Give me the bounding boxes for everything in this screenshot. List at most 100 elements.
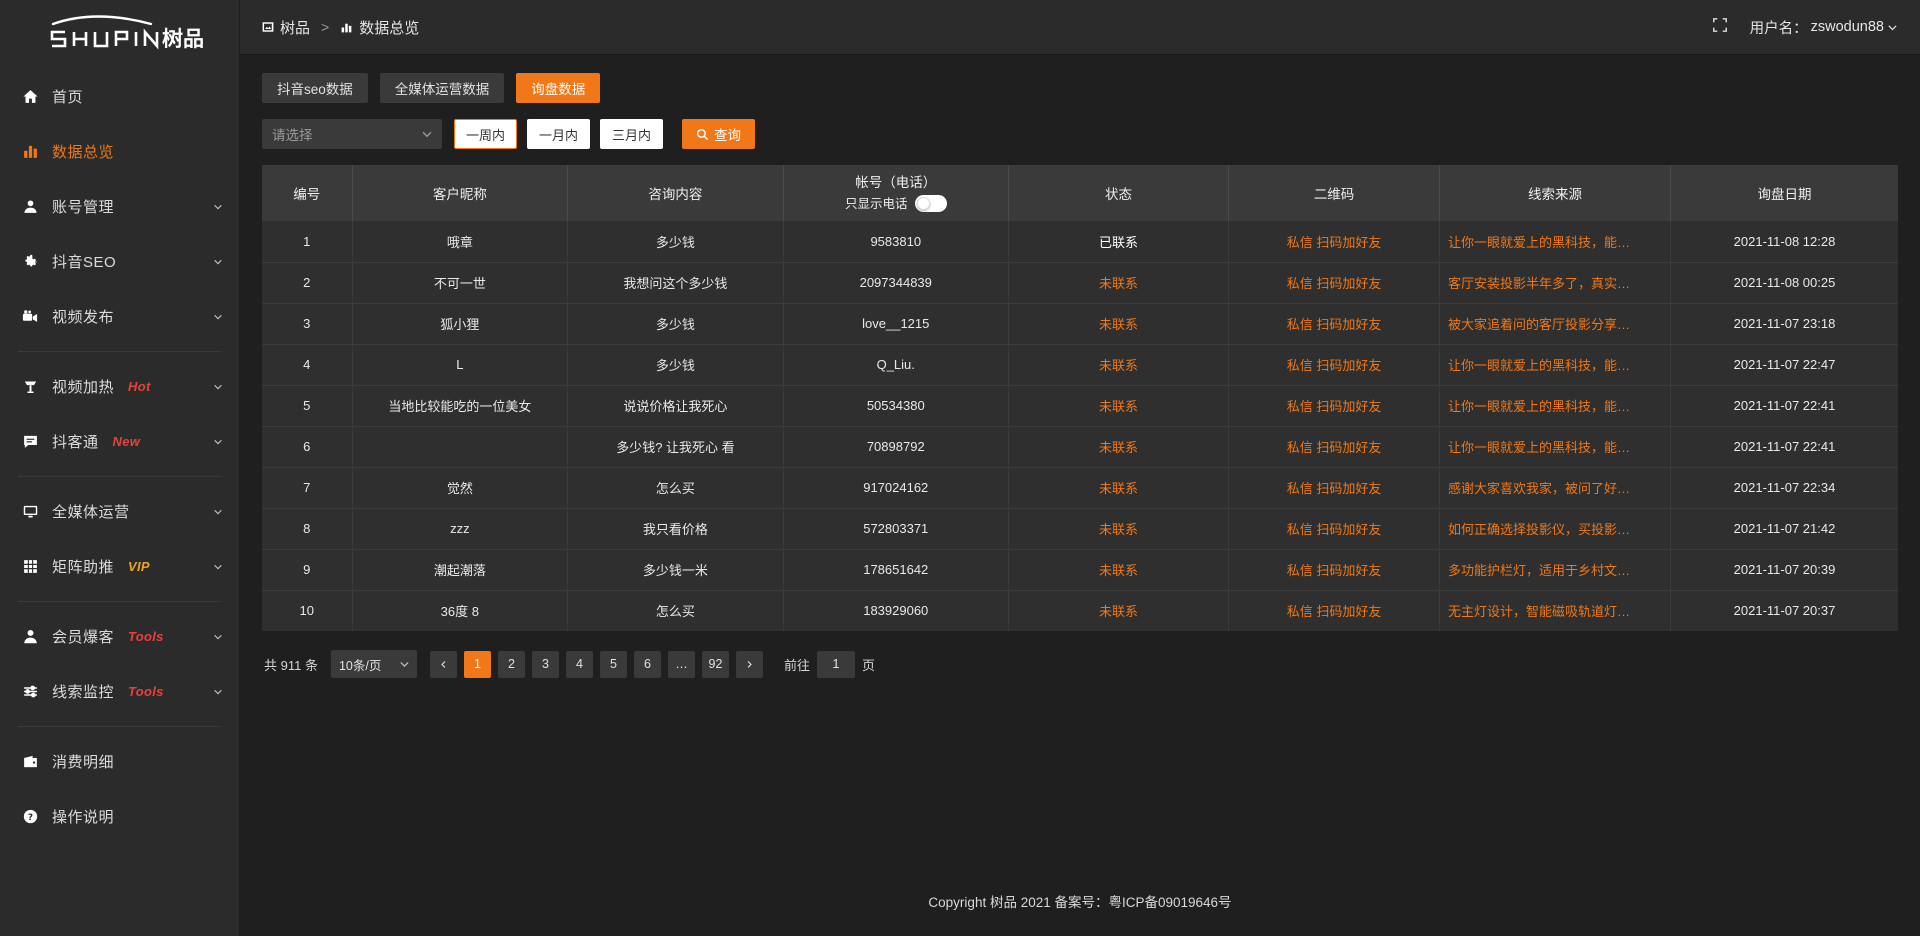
jump-prefix-label: 前往 (783, 657, 810, 673)
cell-lead-source[interactable]: 被大家追着问的客厅投影分享… (1439, 303, 1671, 345)
pagination-page-3[interactable]: 3 (531, 650, 559, 678)
table-row[interactable]: 5 当地比较能吃的一位美女 说说价格让我死心 50534380 未联系 私信 扫… (262, 385, 1898, 427)
cell-lead-source[interactable]: 无主灯设计，智能磁吸轨道灯… (1439, 590, 1671, 631)
select-dropdown[interactable]: 请选择 (262, 119, 442, 149)
sliders-icon (20, 682, 40, 702)
sidebar-item-account-management[interactable]: 账号管理 (0, 186, 239, 227)
cell-qrcode[interactable]: 私信 扫码加好友 (1228, 590, 1440, 631)
footer: Copyright 树品 2021 备案号：粤ICP备09019646号 (240, 866, 1920, 936)
sidebar-item-omnimedia-operation[interactable]: 全媒体运营 (0, 491, 239, 532)
table-row[interactable]: 4 L 多少钱 Q_Liu. 未联系 私信 扫码加好友 让你一眼就爱上的黑科技，… (262, 344, 1898, 386)
cell-status: 未联系 (1008, 590, 1230, 631)
cell-qrcode[interactable]: 私信 扫码加好友 (1228, 426, 1440, 468)
range-button-one-month[interactable]: 一月内 (527, 119, 591, 149)
chat-icon (20, 432, 40, 452)
cell-qrcode[interactable]: 私信 扫码加好友 (1228, 262, 1440, 304)
cell-qrcode[interactable]: 私信 扫码加好友 (1228, 467, 1440, 509)
table-row[interactable]: 7 觉然 怎么买 917024162 未联系 私信 扫码加好友 感谢大家喜欢我家… (262, 467, 1898, 509)
cell-date: 2021-11-07 20:37 (1733, 603, 1836, 619)
sidebar-item-video-publish[interactable]: 视频发布 (0, 296, 239, 337)
cell-qrcode[interactable]: 私信 扫码加好友 (1228, 303, 1440, 345)
user-menu[interactable]: 用户名： zswodun88 (1750, 17, 1898, 38)
search-button[interactable]: 查询 (682, 119, 756, 149)
sidebar-divider (18, 351, 221, 352)
chevron-left-icon (441, 660, 446, 668)
tab-omnimedia-operation-data[interactable]: 全媒体运营数据 (379, 73, 505, 103)
cell-qrcode[interactable]: 私信 扫码加好友 (1228, 508, 1440, 550)
phone-only-toggle[interactable] (914, 195, 947, 213)
fullscreen-icon[interactable] (1712, 17, 1728, 38)
jump-page-input[interactable] (816, 650, 855, 678)
cell-status: 未联系 (1008, 262, 1230, 304)
cell-nickname: L (352, 344, 569, 386)
sidebar-item-lead-monitoring[interactable]: 线索监控 Tools (0, 671, 239, 712)
pagination-total: 共 911 条 (264, 657, 318, 673)
pagination-page-1[interactable]: 1 (463, 650, 491, 678)
sidebar-item-data-overview[interactable]: 数据总览 (0, 131, 239, 172)
tab-inquiry-data[interactable]: 询盘数据 (516, 73, 601, 103)
chevron-down-icon (214, 509, 222, 514)
pagination-page-4[interactable]: 4 (565, 650, 593, 678)
cell-lead-source[interactable]: 多功能护栏灯，适用于乡村文… (1439, 549, 1671, 591)
cell-lead-source[interactable]: 如何正确选择投影仪，买投影… (1439, 508, 1671, 550)
pagination-prev-button[interactable] (429, 650, 457, 678)
cell-lead-source[interactable]: 让你一眼就爱上的黑科技，能… (1439, 426, 1671, 468)
tab-douyin-seo-data[interactable]: 抖音seo数据 (262, 73, 368, 103)
range-button-one-week[interactable]: 一周内 (454, 119, 518, 149)
app-square-icon (262, 21, 274, 33)
grid-icon (20, 557, 40, 577)
nav-gap (0, 172, 239, 186)
table-row[interactable]: 10 36度 8 怎么买 183929060 未联系 私信 扫码加好友 无主灯设… (262, 590, 1898, 631)
table-row[interactable]: 1 哦章 多少钱 9583810 已联系 私信 扫码加好友 让你一眼就爱上的黑科… (262, 221, 1898, 263)
pagination-next-button[interactable] (735, 650, 763, 678)
cell-lead-source[interactable]: 让你一眼就爱上的黑科技，能… (1439, 385, 1671, 427)
cell-lead-source[interactable]: 让你一眼就爱上的黑科技，能… (1439, 221, 1671, 263)
sidebar-badge-tools: Tools (128, 684, 164, 699)
sidebar-item-label: 操作说明 (52, 809, 115, 826)
table-row[interactable]: 3 狐小狸 多少钱 love__1215 未联系 私信 扫码加好友 被大家追着问… (262, 303, 1898, 345)
sidebar-item-douketong[interactable]: 抖客通 New (0, 421, 239, 462)
table-row[interactable]: 2 不可一世 我想问这个多少钱 2097344839 未联系 私信 扫码加好友 … (262, 262, 1898, 304)
sidebar-item-home[interactable]: 首页 (0, 76, 239, 117)
cell-lead-source[interactable]: 感谢大家喜欢我家，被问了好… (1439, 467, 1671, 509)
table-row[interactable]: 9 潮起潮落 多少钱一米 178651642 未联系 私信 扫码加好友 多功能护… (262, 549, 1898, 591)
table-row[interactable]: 6 多少钱? 让我死心 看 70898792 未联系 私信 扫码加好友 让你一眼… (262, 426, 1898, 468)
page-size-select[interactable]: 10条/页 (330, 650, 417, 678)
cell-qrcode[interactable]: 私信 扫码加好友 (1228, 385, 1440, 427)
pagination-page-2[interactable]: 2 (497, 650, 525, 678)
range-button-three-months[interactable]: 三月内 (600, 119, 664, 149)
sidebar-item-member-acquisition[interactable]: 会员爆客 Tools (0, 616, 239, 657)
cell-consult: 多少钱 (567, 221, 784, 263)
sidebar-item-consumption-details[interactable]: 消费明细 (0, 741, 239, 782)
phone-only-toggle-label: 只显示电话 (845, 196, 908, 211)
cell-qrcode[interactable]: 私信 扫码加好友 (1228, 549, 1440, 591)
column-header-account: 帐号（电话） 只显示电话 (783, 165, 1009, 221)
sidebar-item-instructions[interactable]: ? 操作说明 (0, 796, 239, 837)
cell-date: 2021-11-08 12:28 (1670, 221, 1898, 263)
shupin-logo-icon: 树品 (50, 15, 204, 51)
sidebar-divider (18, 601, 221, 602)
table-row[interactable]: 8 zzz 我只看价格 572803371 未联系 私信 扫码加好友 如何正确选… (262, 508, 1898, 550)
cell-qrcode[interactable]: 私信 扫码加好友 (1228, 221, 1440, 263)
nav-gap (0, 227, 239, 241)
cell-no: 3 (262, 303, 353, 345)
sidebar-item-matrix-boost[interactable]: 矩阵助推 VIP (0, 546, 239, 587)
breadcrumb-item-shupin[interactable]: 树品 (262, 17, 310, 38)
nav-gap (0, 407, 239, 421)
cell-lead-source[interactable]: 让你一眼就爱上的黑科技，能… (1439, 344, 1671, 386)
pagination-page-6[interactable]: 6 (633, 650, 661, 678)
breadcrumb-item-data-overview[interactable]: 数据总览 (340, 17, 419, 38)
pagination-page-5[interactable]: 5 (599, 650, 627, 678)
pagination-ellipsis[interactable]: … (667, 650, 695, 678)
pagination-page-92[interactable]: 92 (701, 650, 729, 678)
brand-logo[interactable]: 树品 (0, 0, 239, 62)
cell-lead-source[interactable]: 客厅安装投影半年多了，真实… (1439, 262, 1671, 304)
sidebar-divider (18, 726, 221, 727)
column-header-nickname: 客户昵称 (352, 165, 569, 221)
cell-qrcode[interactable]: 私信 扫码加好友 (1228, 344, 1440, 386)
sidebar-item-label: 线索监控 (52, 684, 115, 701)
sidebar-item-douyin-seo[interactable]: 抖音SEO (0, 241, 239, 282)
sidebar-item-video-boost[interactable]: 视频加热 Hot (0, 366, 239, 407)
sidebar-item-label: 视频加热 (52, 379, 115, 396)
breadcrumb: 树品 > 数据总览 (262, 17, 419, 38)
